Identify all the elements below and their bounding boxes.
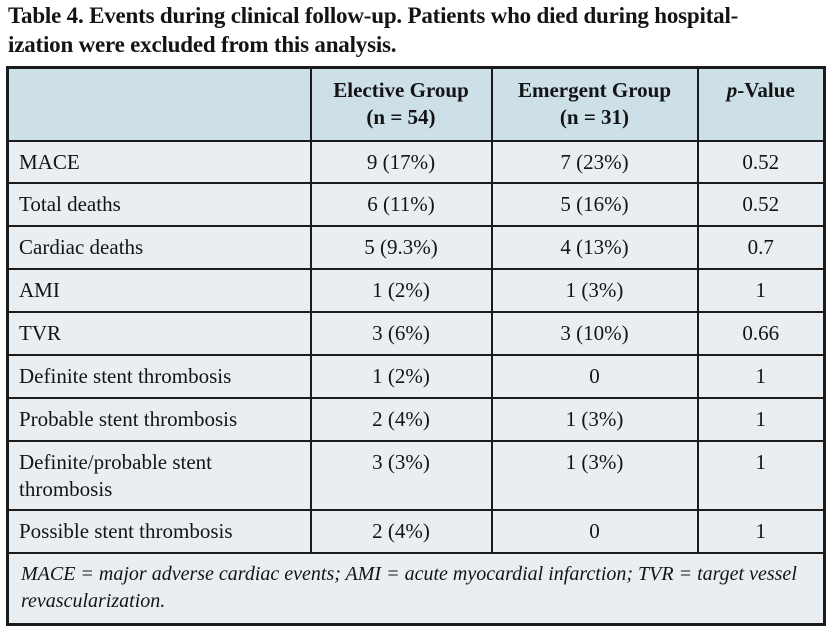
column-header-label: p-Value xyxy=(726,77,795,102)
row-label: Probable stent thrombosis xyxy=(6,396,312,442)
emergent-value-cell: 0 xyxy=(490,353,699,399)
elective-value-cell: 3 (3%) xyxy=(309,439,493,512)
table-header-row: Elective Group (n = 54) Emergent Group (… xyxy=(6,66,826,142)
row-label: Possible stent thrombosis xyxy=(6,509,312,555)
elective-value-cell: 3 (6%) xyxy=(309,311,493,356)
column-header-emergent: Emergent Group (n = 31) xyxy=(490,66,699,142)
row-label: TVR xyxy=(6,311,312,356)
row-label: MACE xyxy=(6,139,312,185)
emergent-value-cell: 0 xyxy=(490,509,699,555)
emergent-value-cell: 1 (3%) xyxy=(490,396,699,442)
elective-value-cell: 2 (4%) xyxy=(309,509,493,555)
table-row: Probable stent thrombosis 2 (4%) 1 (3%) 1 xyxy=(6,396,826,442)
pvalue-cell: 1 xyxy=(696,439,826,512)
table-caption: Table 4. Events during clinical follow-u… xyxy=(0,0,829,60)
caption-line: Table 4. Events during clinical follow-u… xyxy=(8,3,739,28)
emergent-value-cell: 5 (16%) xyxy=(490,182,699,228)
pvalue-cell: 1 xyxy=(696,268,826,314)
table-row: Total deaths 6 (11%) 5 (16%) 0.52 xyxy=(6,182,826,228)
row-label: AMI xyxy=(6,268,312,314)
table-row: AMI 1 (2%) 1 (3%) 1 xyxy=(6,268,826,314)
emergent-value-cell: 3 (10%) xyxy=(490,311,699,356)
table-footnote: MACE = major adverse cardiac events; AMI… xyxy=(6,552,826,626)
row-label: Definite/probable stent thrombosis xyxy=(6,439,312,512)
pvalue-cell: 0.66 xyxy=(696,311,826,356)
column-header-label: Elective Group xyxy=(333,77,469,102)
column-header-sub: (n = 31) xyxy=(559,105,630,130)
column-header-label: Emergent Group xyxy=(517,77,672,102)
caption-line: ization were excluded from this analysis… xyxy=(8,31,397,57)
column-header-pvalue: p-Value xyxy=(696,66,826,142)
pvalue-cell: 0.52 xyxy=(696,139,826,185)
table-row: Possible stent thrombosis 2 (4%) 0 1 xyxy=(6,509,826,555)
table-row: Cardiac deaths 5 (9.3%) 4 (13%) 0.7 xyxy=(6,225,826,271)
pvalue-cell: 0.7 xyxy=(696,225,826,271)
emergent-value-cell: 1 (3%) xyxy=(490,439,699,512)
column-header-empty xyxy=(6,66,312,142)
row-label: Definite stent thrombosis xyxy=(6,353,312,399)
table-body: MACE 9 (17%) 7 (23%) 0.52 Total deaths 6 (11%… xyxy=(6,139,826,555)
elective-value-cell: 9 (17%) xyxy=(309,139,493,185)
elective-value-cell: 1 (2%) xyxy=(309,268,493,314)
elective-value-cell: 2 (4%) xyxy=(309,396,493,442)
row-label: Cardiac deaths xyxy=(6,225,312,271)
emergent-value-cell: 1 (3%) xyxy=(490,268,699,314)
column-header-elective: Elective Group (n = 54) xyxy=(309,66,493,142)
table-row: Definite/probable stent thrombosis 3 (3%)… xyxy=(6,439,826,512)
table-row: TVR 3 (6%) 3 (10%) 0.66 xyxy=(6,311,826,356)
pvalue-cell: 1 xyxy=(696,353,826,399)
elective-value-cell: 1 (2%) xyxy=(309,353,493,399)
row-label: Total deaths xyxy=(6,182,312,228)
clinical-events-table: Elective Group (n = 54) Emergent Group (… xyxy=(6,65,826,626)
table-row: MACE 9 (17%) 7 (23%) 0.52 xyxy=(6,139,826,185)
pvalue-cell: 1 xyxy=(696,396,826,442)
pvalue-cell: 1 xyxy=(696,509,826,555)
elective-value-cell: 5 (9.3%) xyxy=(309,225,493,271)
elective-value-cell: 6 (11%) xyxy=(309,182,493,228)
emergent-value-cell: 4 (13%) xyxy=(490,225,699,271)
table-row: Definite stent thrombosis 1 (2%) 0 1 xyxy=(6,353,826,399)
emergent-value-cell: 7 (23%) xyxy=(490,139,699,185)
pvalue-cell: 0.52 xyxy=(696,182,826,228)
column-header-sub: (n = 54) xyxy=(366,105,436,130)
table-footnote-row: MACE = major adverse cardiac events; AMI… xyxy=(6,552,826,626)
